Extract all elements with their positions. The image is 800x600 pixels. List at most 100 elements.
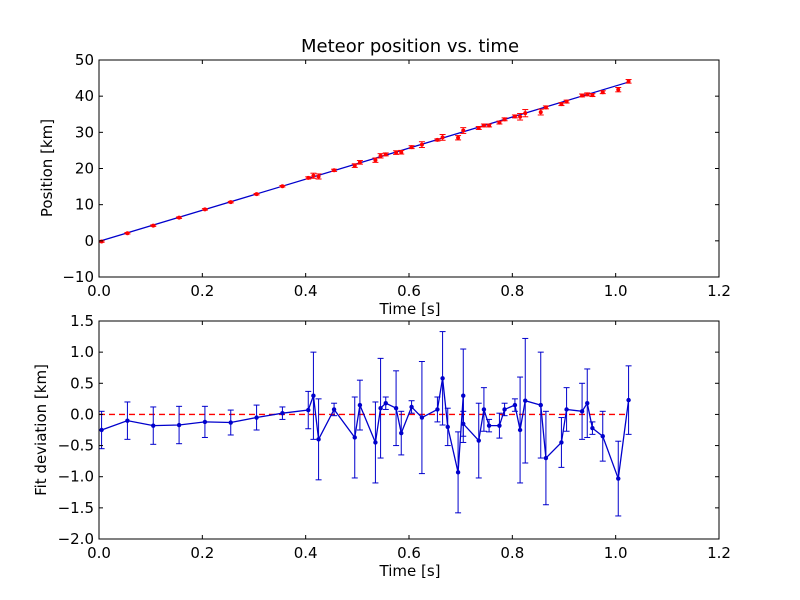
data-point xyxy=(316,437,321,442)
top-plot-area xyxy=(98,79,632,244)
data-point xyxy=(523,111,528,116)
data-point xyxy=(151,223,156,228)
data-point xyxy=(502,407,507,412)
y-tick-label: 0 xyxy=(84,232,94,250)
top-y-axis-label: Position [km] xyxy=(38,119,56,217)
data-point xyxy=(497,423,502,428)
data-point xyxy=(564,99,569,104)
data-point xyxy=(280,410,285,416)
data-point xyxy=(316,174,321,179)
data-point xyxy=(559,102,564,107)
data-point xyxy=(502,117,507,122)
x-tick-label: 0.2 xyxy=(190,544,214,562)
x-tick-label: 0.8 xyxy=(500,544,524,562)
data-point xyxy=(543,105,548,110)
data-point xyxy=(445,424,450,430)
data-point xyxy=(393,406,399,411)
data-point xyxy=(280,184,285,189)
y-tick-label: −2.0 xyxy=(58,530,94,548)
bottom-x-axis-label: Time [s] xyxy=(379,562,441,580)
data-point xyxy=(481,407,487,412)
data-point xyxy=(626,397,631,403)
x-tick-label: 0.4 xyxy=(294,282,318,300)
data-point xyxy=(177,215,182,220)
data-point xyxy=(202,207,207,212)
data-point xyxy=(311,393,316,398)
x-tick-label: 0.4 xyxy=(294,544,318,562)
data-point xyxy=(512,402,518,408)
data-point xyxy=(440,135,445,140)
top-chart: Meteor position vs. time 0.0 0.2 0.4 0.6 0.8… xyxy=(38,36,731,318)
y-tick-label: −0.5 xyxy=(58,437,94,455)
data-point xyxy=(538,402,543,408)
data-point xyxy=(518,114,523,119)
top-y-ticks: −10 0 10 20 30 40 50 xyxy=(62,51,719,286)
x-tick-label: 1.0 xyxy=(604,282,628,300)
x-tick-label: 0.0 xyxy=(87,544,111,562)
data-point xyxy=(538,110,543,115)
y-tick-label: 30 xyxy=(75,123,94,141)
data-point xyxy=(461,393,466,398)
y-tick-label: 0.5 xyxy=(70,374,94,392)
data-point xyxy=(378,153,383,158)
top-x-axis-label: Time [s] xyxy=(379,300,441,318)
data-point xyxy=(600,434,605,439)
data-point xyxy=(254,415,259,420)
data-point xyxy=(373,440,378,445)
data-point xyxy=(352,163,357,168)
data-point xyxy=(590,425,595,431)
data-point xyxy=(585,92,590,97)
bottom-x-ticks: 0.0 0.2 0.4 0.6 0.8 1.0 1.2 xyxy=(87,321,731,562)
data-point xyxy=(394,150,399,155)
data-point xyxy=(378,406,383,411)
data-point xyxy=(517,427,523,433)
data-point xyxy=(461,421,466,426)
data-point xyxy=(306,407,311,413)
y-tick-label: −10 xyxy=(62,268,94,286)
data-point xyxy=(559,440,564,445)
top-axes-frame xyxy=(98,59,720,278)
data-point xyxy=(125,231,130,236)
data-point xyxy=(151,423,156,428)
data-point xyxy=(476,125,481,130)
top-x-ticks: 0.0 0.2 0.4 0.6 0.8 1.0 1.2 xyxy=(87,60,731,300)
data-point xyxy=(486,423,492,428)
x-tick-label: 1.2 xyxy=(707,282,731,300)
data-point xyxy=(461,128,466,133)
data-point xyxy=(352,435,357,440)
data-point xyxy=(419,415,425,420)
data-point xyxy=(383,152,388,157)
data-point xyxy=(306,175,311,180)
data-point xyxy=(440,376,445,381)
data-point xyxy=(176,422,182,428)
data-point xyxy=(616,87,621,92)
bottom-axes-frame xyxy=(98,320,720,540)
chart-title: Meteor position vs. time xyxy=(301,36,519,57)
x-tick-label: 1.0 xyxy=(604,544,628,562)
x-tick-label: 0.2 xyxy=(190,282,214,300)
data-point xyxy=(399,150,404,155)
data-point xyxy=(228,420,233,425)
data-point xyxy=(435,137,440,142)
data-point xyxy=(600,90,605,95)
data-point xyxy=(481,123,486,128)
data-point xyxy=(357,160,362,165)
data-point xyxy=(456,135,461,140)
y-tick-label: 20 xyxy=(75,160,94,178)
data-point xyxy=(579,409,585,414)
data-point xyxy=(580,93,585,98)
y-tick-label: 50 xyxy=(75,51,94,69)
data-point xyxy=(357,402,363,408)
y-tick-label: 1.0 xyxy=(70,343,94,361)
data-point xyxy=(419,142,424,147)
data-point xyxy=(125,418,130,423)
data-point xyxy=(331,407,337,412)
data-point xyxy=(590,93,595,98)
deviation-series-line xyxy=(101,378,630,479)
data-point xyxy=(99,427,104,433)
y-tick-label: −1.0 xyxy=(58,468,94,486)
data-point xyxy=(626,79,631,84)
data-point xyxy=(435,407,440,412)
data-point xyxy=(497,120,502,125)
